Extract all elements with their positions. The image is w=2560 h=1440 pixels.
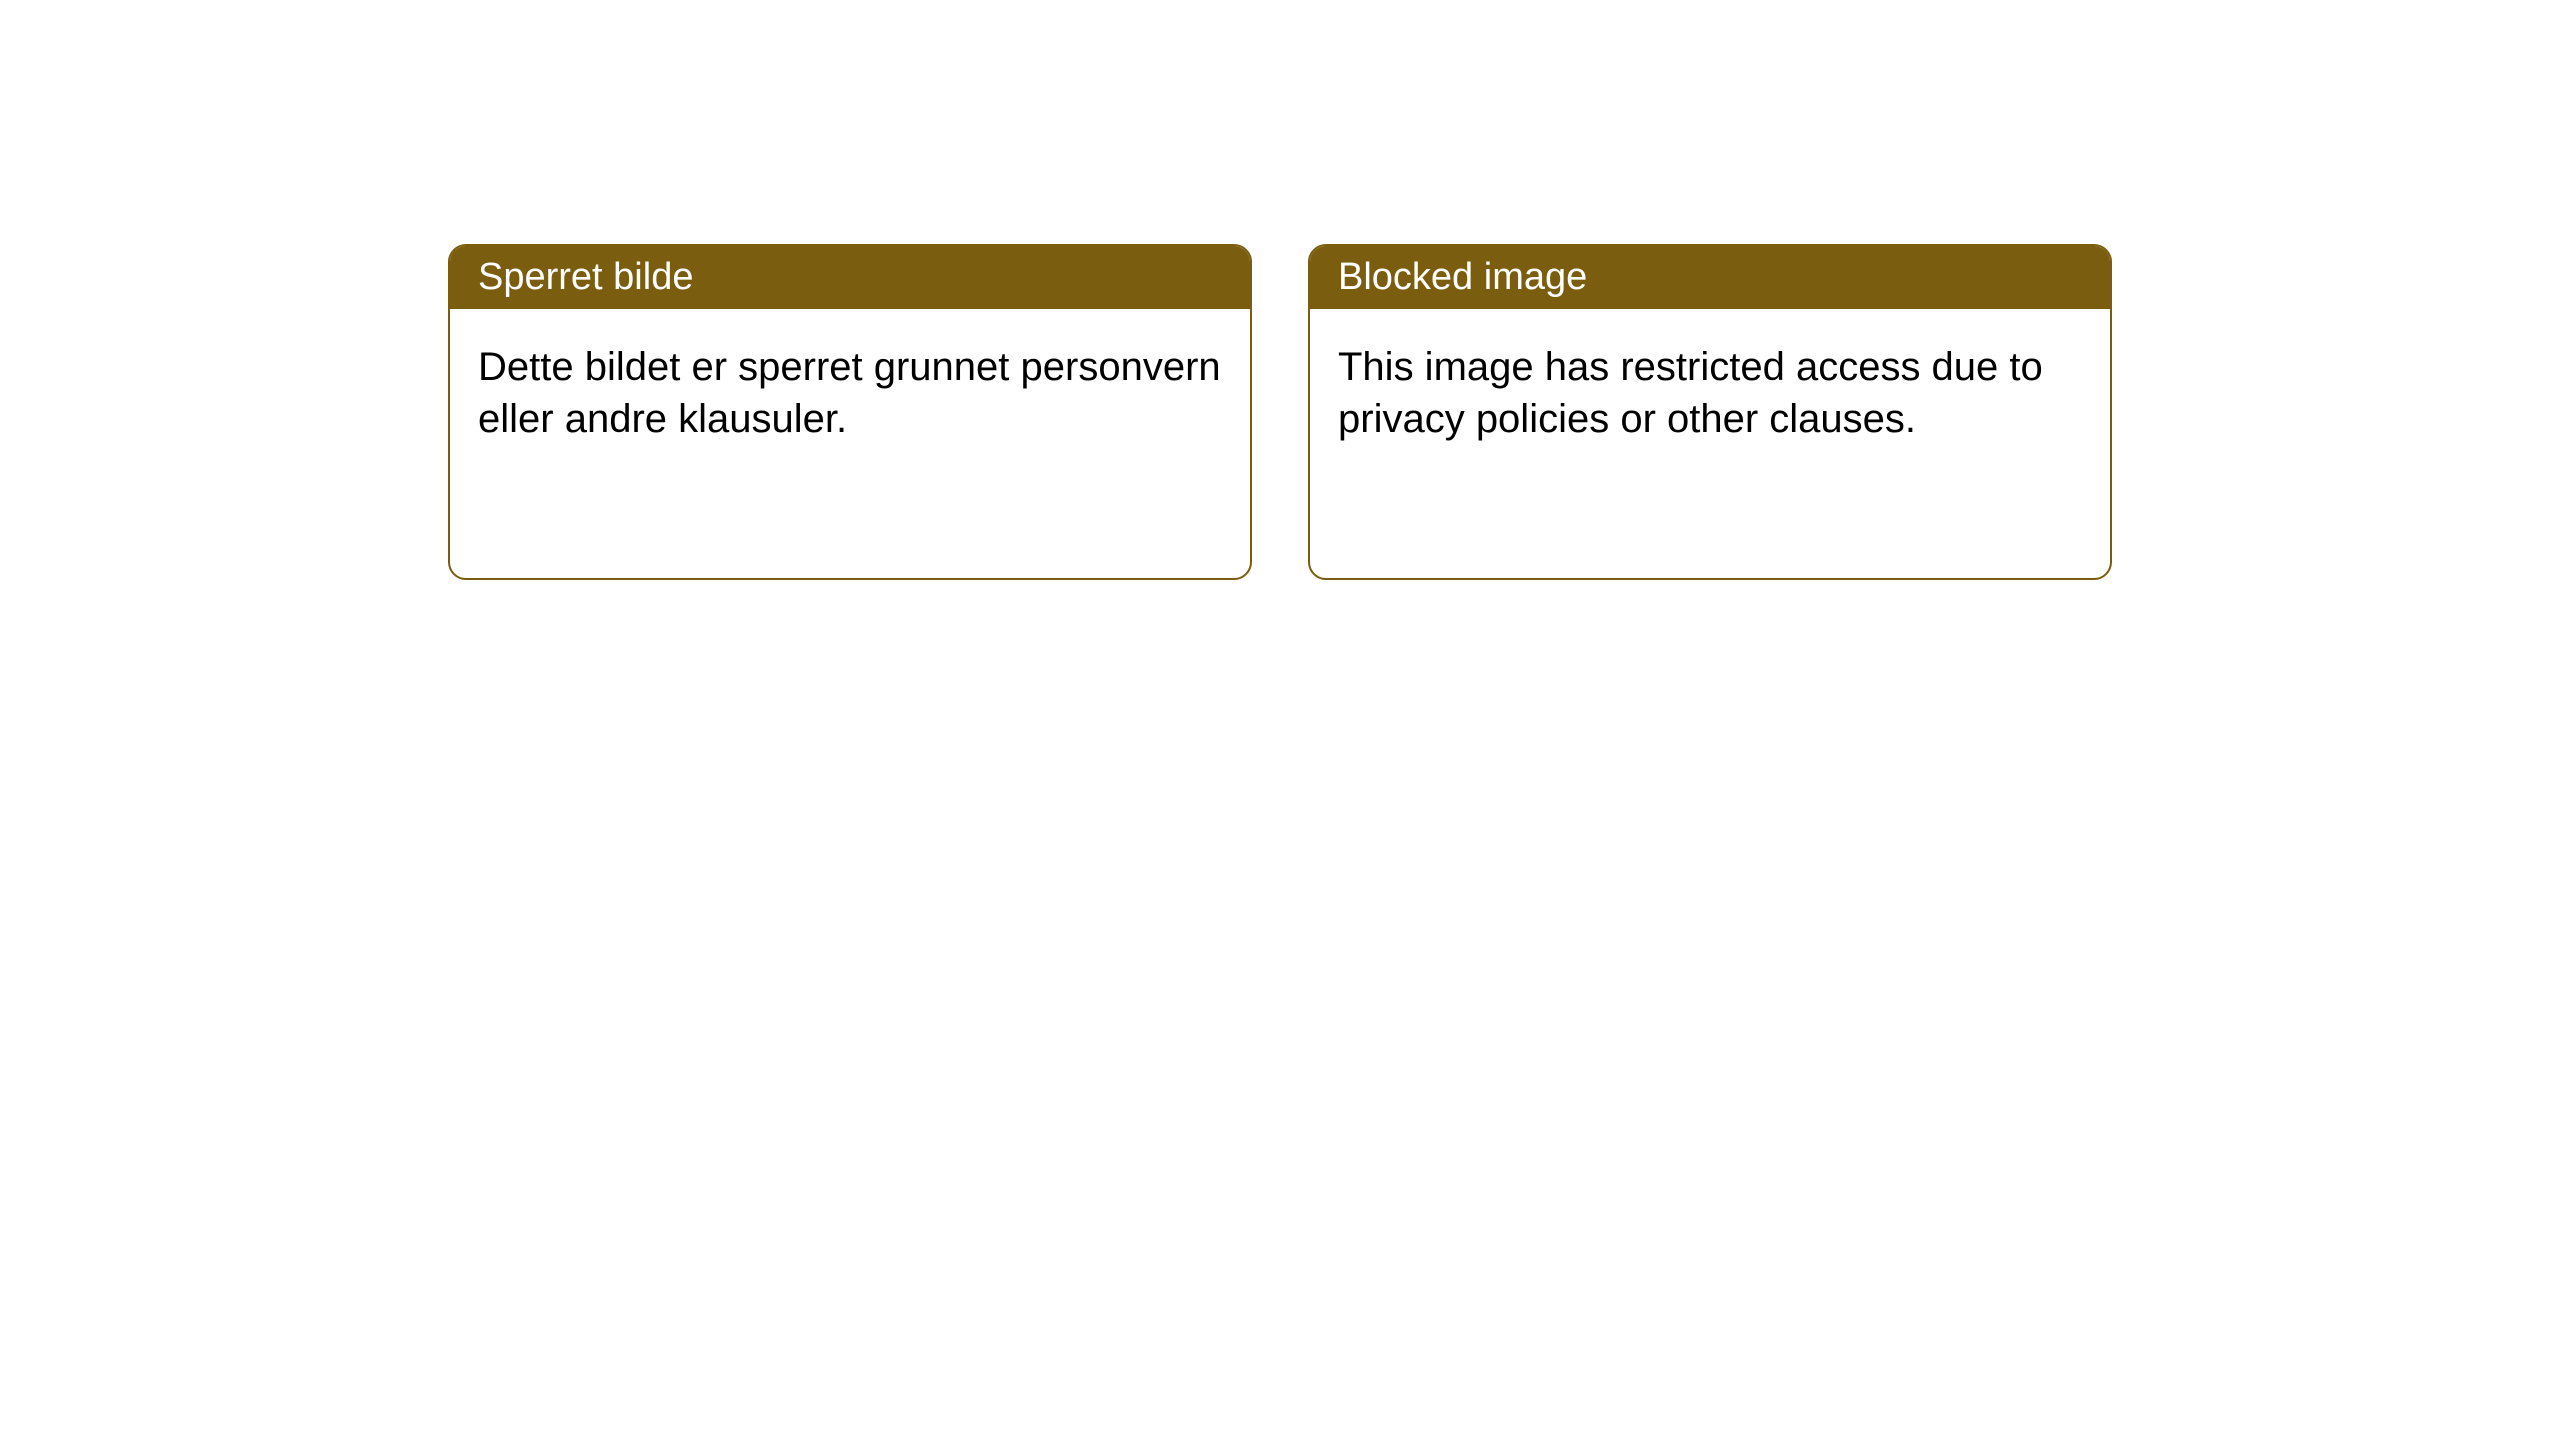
- notice-card-english: Blocked image This image has restricted …: [1308, 244, 2112, 580]
- notice-header: Sperret bilde: [450, 246, 1250, 309]
- notice-body: Dette bildet er sperret grunnet personve…: [450, 309, 1250, 505]
- blocked-image-notices: Sperret bilde Dette bildet er sperret gr…: [0, 0, 2560, 580]
- notice-header: Blocked image: [1310, 246, 2110, 309]
- notice-title: Blocked image: [1338, 256, 1587, 298]
- notice-title: Sperret bilde: [478, 256, 693, 298]
- notice-card-norwegian: Sperret bilde Dette bildet er sperret gr…: [448, 244, 1252, 580]
- notice-body-text: This image has restricted access due to …: [1338, 345, 2043, 441]
- notice-body: This image has restricted access due to …: [1310, 309, 2110, 505]
- notice-body-text: Dette bildet er sperret grunnet personve…: [478, 345, 1221, 441]
